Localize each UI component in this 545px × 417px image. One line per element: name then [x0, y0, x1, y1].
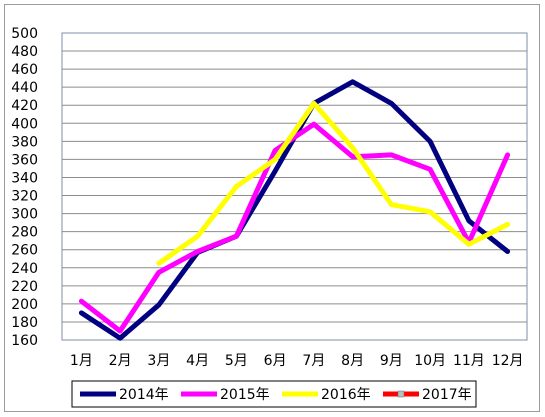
x-tick-label: 3月 — [147, 353, 170, 369]
y-tick-label: 480 — [11, 44, 38, 60]
y-tick-label: 200 — [11, 297, 38, 313]
legend-marker — [397, 390, 405, 398]
legend-label: 2017年 — [422, 387, 472, 403]
x-tick-label: 5月 — [225, 353, 248, 369]
y-tick-label: 420 — [11, 98, 38, 114]
x-tick-label: 4月 — [186, 353, 209, 369]
y-tick-label: 320 — [11, 189, 38, 205]
y-tick-label: 180 — [11, 315, 38, 331]
legend-label: 2015年 — [220, 387, 270, 403]
x-axis-ticks: 1月 2月 3月 4月 5月 6月 7月 8月 9月 10月 11月 12月 — [70, 353, 524, 369]
y-axis-ticks: 160 180 200 220 240 260 280 300 320 340 360 380 400 4… — [11, 26, 38, 349]
series-line — [156, 100, 511, 266]
y-tick-label: 300 — [11, 207, 38, 223]
y-tick-label: 360 — [11, 152, 38, 168]
y-tick-label: 220 — [11, 279, 38, 295]
x-tick-label: 2月 — [109, 353, 132, 369]
y-tick-label: 380 — [11, 134, 38, 150]
x-tick-label: 12月 — [492, 353, 524, 369]
x-tick-label: 7月 — [302, 353, 325, 369]
series-line — [78, 79, 511, 341]
x-tick-label: 10月 — [414, 353, 446, 369]
y-tick-label: 460 — [11, 62, 38, 78]
y-tick-label: 400 — [11, 116, 38, 132]
x-tick-label: 8月 — [341, 353, 364, 369]
y-tick-label: 340 — [11, 170, 38, 186]
x-tick-label: 1月 — [70, 353, 93, 369]
legend: 2014年 2015年 2016年 2017年 — [71, 380, 477, 408]
y-tick-label: 440 — [11, 80, 38, 96]
legend-label: 2014年 — [119, 387, 169, 403]
y-tick-label: 160 — [11, 333, 38, 349]
plot-area-border — [61, 32, 528, 341]
x-tick-label: 11月 — [453, 353, 485, 369]
y-tick-label: 260 — [11, 243, 38, 259]
x-tick-label: 6月 — [264, 353, 287, 369]
series-line — [78, 121, 511, 334]
grid-lines — [62, 32, 527, 341]
series-lines — [78, 79, 511, 341]
legend-label: 2016年 — [321, 387, 371, 403]
y-tick-label: 500 — [11, 26, 38, 42]
y-tick-label: 240 — [11, 261, 38, 277]
y-tick-label: 280 — [11, 225, 38, 241]
x-tick-label: 9月 — [380, 353, 403, 369]
